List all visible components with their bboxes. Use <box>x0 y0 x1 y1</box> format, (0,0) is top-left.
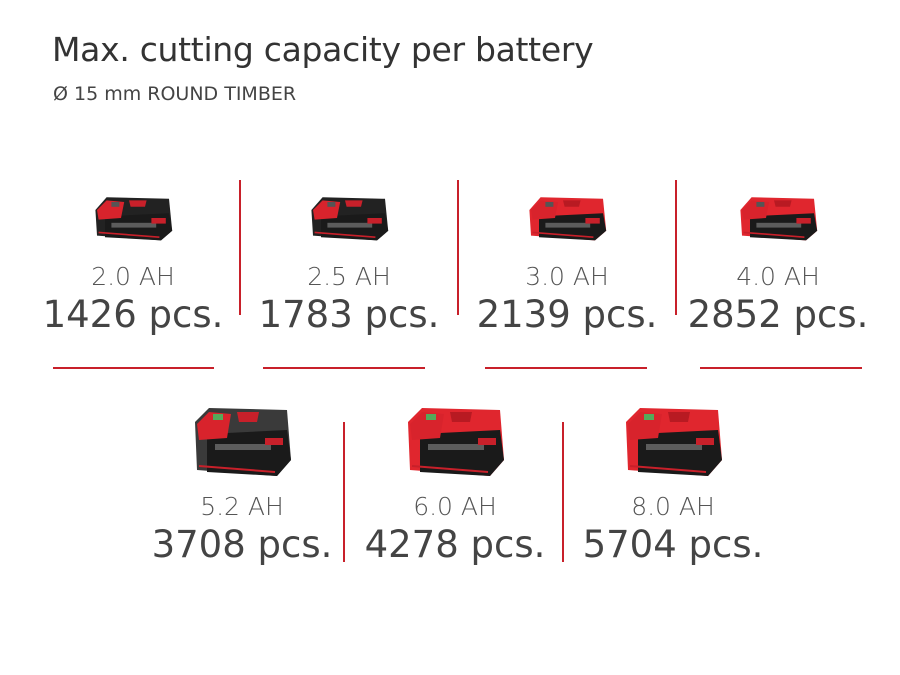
battery-item: 4.0 AH 2852 pcs. <box>678 170 878 336</box>
battery-image <box>678 170 878 250</box>
battery-item: 2.0 AH 1426 pcs. <box>33 170 233 336</box>
battery-capacity: 6.0 AH <box>413 492 497 521</box>
battery-capacity: 2.5 AH <box>307 262 391 291</box>
cut-pieces-count: 4278 pcs. <box>364 523 546 566</box>
underline <box>700 367 862 369</box>
cut-pieces-count: 3708 pcs. <box>151 523 333 566</box>
battery-capacity: 4.0 AH <box>736 262 820 291</box>
battery-image <box>33 170 233 250</box>
battery-capacity: 2.0 AH <box>91 262 175 291</box>
cut-pieces-count: 1426 pcs. <box>42 293 224 336</box>
battery-capacity: 8.0 AH <box>631 492 715 521</box>
battery-item: 6.0 AH 4278 pcs. <box>355 400 555 566</box>
divider <box>562 422 564 562</box>
page-subtitle: Ø 15 mm ROUND TIMBER <box>53 83 297 105</box>
battery-capacity: 5.2 AH <box>200 492 284 521</box>
divider <box>239 180 241 315</box>
battery-image <box>355 400 555 480</box>
battery-image <box>142 400 342 480</box>
battery-item: 5.2 AH 3708 pcs. <box>142 400 342 566</box>
cut-pieces-count: 5704 pcs. <box>582 523 764 566</box>
battery-image <box>467 170 667 250</box>
battery-item: 2.5 AH 1783 pcs. <box>249 170 449 336</box>
battery-image <box>573 400 773 480</box>
divider <box>457 180 459 315</box>
underline <box>485 367 647 369</box>
cut-pieces-count: 2852 pcs. <box>687 293 869 336</box>
divider <box>675 180 677 315</box>
cut-pieces-count: 1783 pcs. <box>258 293 440 336</box>
divider <box>343 422 345 562</box>
page-title: Max. cutting capacity per battery <box>52 30 594 69</box>
underline <box>263 367 425 369</box>
battery-capacity: 3.0 AH <box>525 262 609 291</box>
underline <box>53 367 214 369</box>
cut-pieces-count: 2139 pcs. <box>476 293 658 336</box>
battery-item: 3.0 AH 2139 pcs. <box>467 170 667 336</box>
battery-item: 8.0 AH 5704 pcs. <box>573 400 773 566</box>
battery-image <box>249 170 449 250</box>
